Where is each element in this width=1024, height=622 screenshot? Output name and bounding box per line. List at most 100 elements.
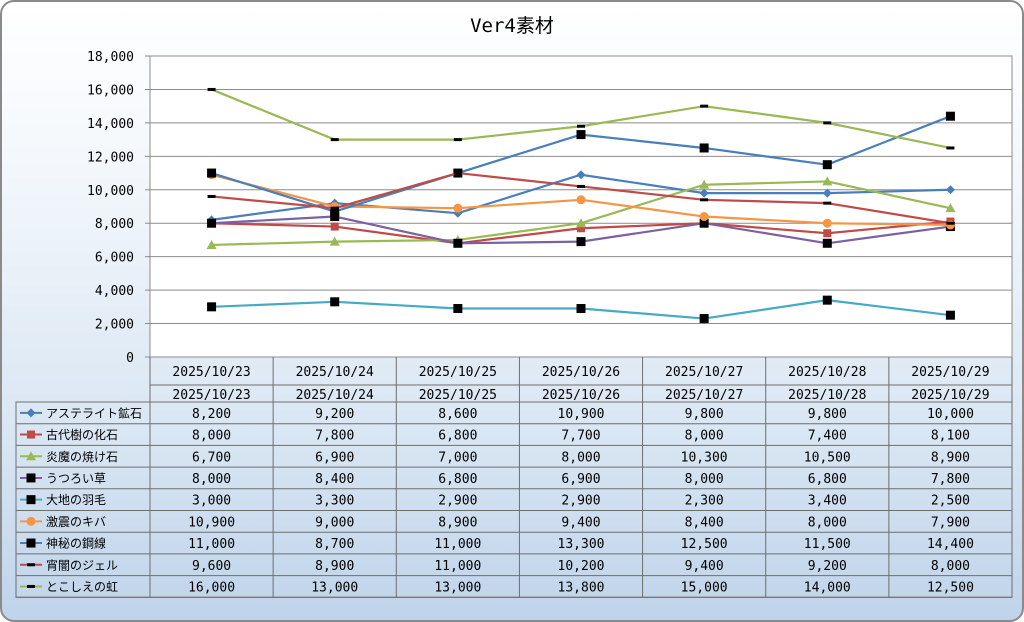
x-tick-label: 2025/10/23 bbox=[172, 365, 250, 380]
data-label: 2,300 bbox=[685, 494, 724, 509]
data-point bbox=[577, 224, 585, 233]
data-label: 7,000 bbox=[438, 450, 477, 465]
data-point bbox=[699, 188, 709, 198]
data-point bbox=[822, 218, 832, 228]
data-point bbox=[946, 146, 955, 150]
data-point bbox=[823, 229, 832, 238]
data-label: 6,900 bbox=[561, 472, 600, 487]
data-label: 13,000 bbox=[434, 580, 481, 595]
data-label: 10,900 bbox=[188, 515, 235, 530]
data-label: 9,000 bbox=[315, 515, 354, 530]
data-point bbox=[576, 195, 586, 205]
data-label: 3,400 bbox=[808, 494, 847, 509]
data-label: 13,000 bbox=[311, 580, 358, 595]
data-point bbox=[822, 295, 832, 305]
data-label: 10,000 bbox=[927, 407, 974, 422]
data-label: 6,800 bbox=[438, 472, 477, 487]
legend-key-marker bbox=[26, 408, 36, 418]
data-label: 16,000 bbox=[188, 580, 235, 595]
data-label: 6,900 bbox=[315, 450, 354, 465]
x-tick-label: 2025/10/29 bbox=[911, 365, 989, 380]
data-point bbox=[822, 160, 832, 170]
data-point bbox=[207, 302, 217, 312]
x-tick-label: 2025/10/24 bbox=[296, 365, 374, 380]
y-tick-label: 16,000 bbox=[87, 83, 134, 98]
data-label: 8,600 bbox=[438, 407, 477, 422]
data-label: 7,900 bbox=[931, 515, 970, 530]
data-point bbox=[822, 188, 832, 198]
y-tick-label: 18,000 bbox=[87, 50, 134, 65]
data-label: 7,800 bbox=[931, 472, 970, 487]
legend-key-marker bbox=[26, 495, 36, 505]
data-point bbox=[946, 221, 955, 225]
data-label: 3,300 bbox=[315, 494, 354, 509]
data-label: 12,500 bbox=[681, 537, 728, 552]
data-label: 10,500 bbox=[804, 450, 851, 465]
data-label: 8,100 bbox=[931, 429, 970, 444]
data-point bbox=[453, 171, 462, 175]
x-tick-label: 2025/10/25 bbox=[419, 365, 497, 380]
data-label: 7,700 bbox=[561, 429, 600, 444]
data-point bbox=[699, 212, 709, 222]
x-tick-label: 2025/10/26 bbox=[542, 365, 620, 380]
legend-label: 古代樹の化石 bbox=[46, 427, 118, 442]
legend-key-marker bbox=[27, 563, 35, 567]
data-label: 10,300 bbox=[681, 450, 728, 465]
data-label: 10,200 bbox=[558, 559, 605, 574]
data-point bbox=[699, 218, 709, 228]
data-label: 8,900 bbox=[315, 559, 354, 574]
data-label: 9,800 bbox=[808, 407, 847, 422]
legend-label: とこしえの虹 bbox=[46, 580, 118, 594]
legend-label: 激震のキバ bbox=[46, 515, 106, 529]
legend-key-marker bbox=[27, 584, 35, 588]
table-header-cell: 2025/10/24 bbox=[296, 388, 374, 403]
data-label: 13,300 bbox=[558, 537, 605, 552]
table-header-cell: 2025/10/25 bbox=[419, 388, 497, 403]
data-label: 14,000 bbox=[804, 580, 851, 595]
y-tick-label: 12,000 bbox=[87, 150, 134, 165]
data-label: 8,000 bbox=[561, 450, 600, 465]
data-point bbox=[576, 237, 586, 247]
data-point bbox=[577, 184, 585, 188]
table-header-cell: 2025/10/26 bbox=[542, 388, 620, 403]
y-tick-label: 4,000 bbox=[95, 284, 134, 299]
data-label: 8,000 bbox=[931, 559, 970, 574]
chart-title: Ver4素材 bbox=[470, 15, 554, 37]
data-label: 2,500 bbox=[931, 494, 970, 509]
legend-label: 炎魔の焼け石 bbox=[46, 449, 118, 464]
data-point bbox=[699, 143, 709, 153]
data-label: 9,600 bbox=[192, 559, 231, 574]
y-tick-label: 2,000 bbox=[95, 318, 134, 333]
data-label: 6,700 bbox=[192, 450, 231, 465]
data-label: 7,800 bbox=[315, 429, 354, 444]
data-label: 14,400 bbox=[927, 537, 974, 552]
data-label: 8,200 bbox=[192, 407, 231, 422]
legend-label: うつろい草 bbox=[46, 471, 106, 485]
data-point bbox=[822, 238, 832, 248]
data-label: 9,400 bbox=[685, 559, 724, 574]
data-label: 3,000 bbox=[192, 494, 231, 509]
data-point bbox=[207, 168, 217, 178]
data-point bbox=[453, 238, 463, 248]
legend-label: 宵闇のジェル bbox=[46, 557, 118, 572]
y-tick-label: 6,000 bbox=[95, 251, 134, 266]
data-label: 9,200 bbox=[315, 407, 354, 422]
data-label: 11,000 bbox=[434, 537, 481, 552]
data-label: 7,400 bbox=[808, 429, 847, 444]
data-label: 12,500 bbox=[927, 580, 974, 595]
data-point bbox=[453, 138, 462, 142]
data-point bbox=[699, 314, 709, 324]
data-label: 15,000 bbox=[681, 580, 728, 595]
data-point bbox=[945, 185, 955, 195]
data-label: 9,400 bbox=[561, 515, 600, 530]
data-point bbox=[330, 207, 340, 217]
data-label: 10,900 bbox=[558, 407, 605, 422]
data-point bbox=[823, 121, 832, 125]
data-label: 2,900 bbox=[438, 494, 477, 509]
data-label: 6,800 bbox=[808, 472, 847, 487]
data-label: 8,000 bbox=[192, 472, 231, 487]
data-point bbox=[576, 218, 586, 228]
data-point bbox=[945, 203, 956, 213]
data-point bbox=[945, 310, 955, 320]
